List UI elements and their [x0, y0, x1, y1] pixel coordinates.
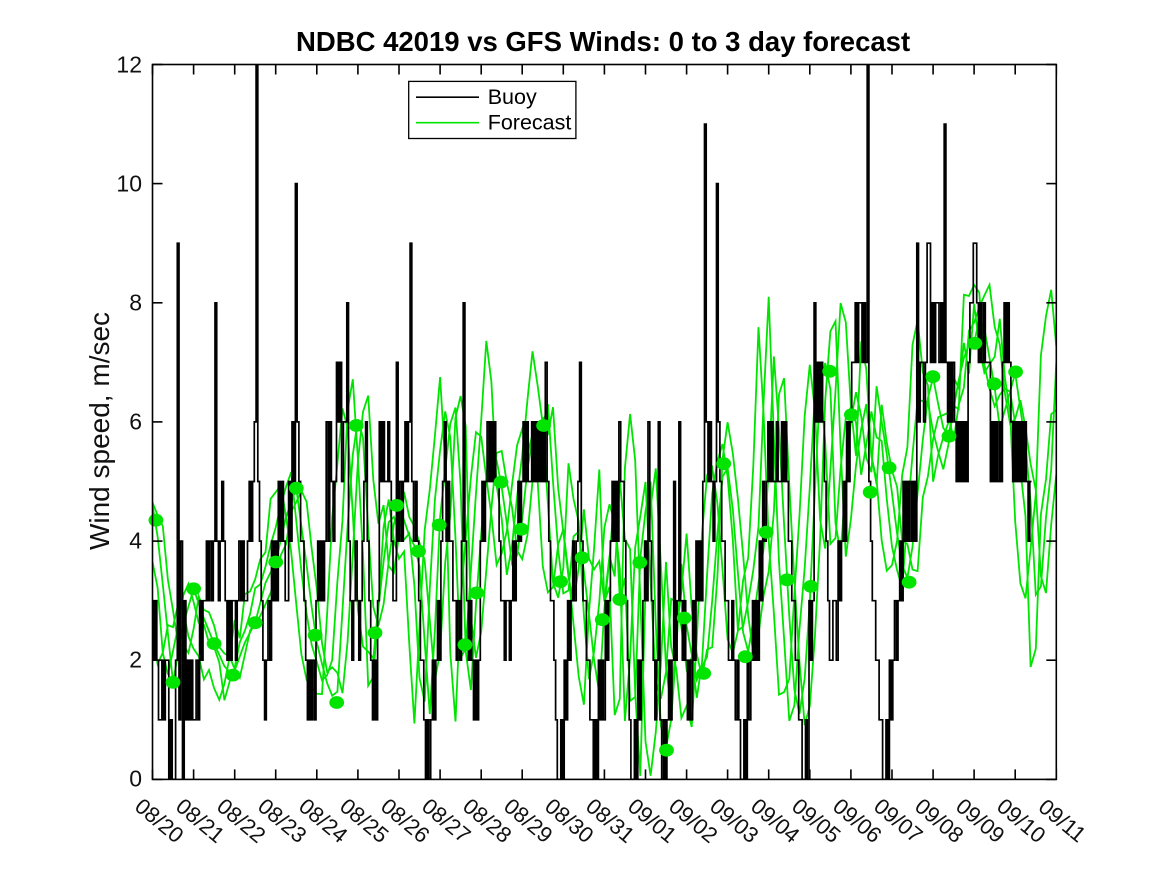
svg-text:Forecast: Forecast	[488, 111, 572, 135]
svg-text:Buoy: Buoy	[488, 85, 537, 109]
